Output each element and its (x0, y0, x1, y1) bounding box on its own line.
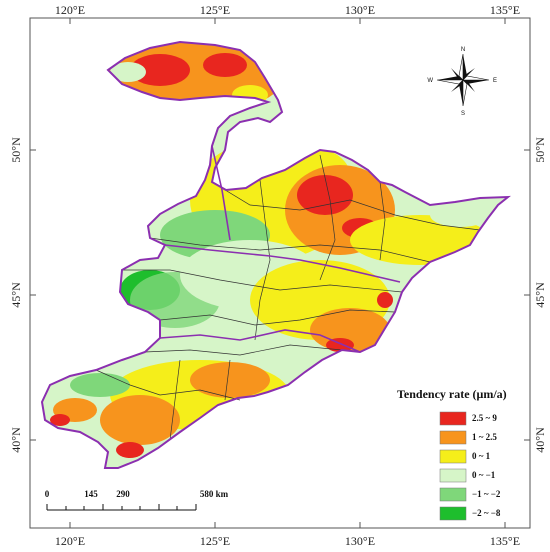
zone-north-yellow (232, 85, 268, 105)
boundary-line-1 (211, 181, 481, 231)
zone-liaoning-red-2 (116, 442, 144, 458)
boundary-line-11 (224, 359, 231, 401)
legend-swatch (439, 468, 467, 483)
province-line-west (211, 145, 231, 241)
map-frame (29, 17, 531, 529)
top-tick-120: 120°E (55, 3, 85, 17)
province-boundaries (159, 145, 401, 353)
legend-label: −2 ~ −8 (472, 508, 501, 518)
compass-e: E (493, 78, 497, 84)
right-tick-50: 50°N (533, 137, 547, 163)
legend-label: 2.5 ~ 9 (472, 413, 497, 423)
compass-w: W (427, 78, 433, 84)
compass-rose-icon: N S E W (427, 47, 497, 117)
scale-label-145: 145 (84, 489, 98, 499)
zone-liaoning-green (70, 373, 130, 397)
tick-marks (30, 18, 530, 528)
legend-label: 0 ~ 1 (472, 451, 491, 461)
left-tick-45: 45°N (9, 282, 23, 308)
province-line-hlj-jilin (164, 244, 401, 283)
bottom-tick-120: 120°E (55, 534, 85, 548)
boundary-line-3 (122, 269, 403, 293)
legend-label: −1 ~ −2 (472, 489, 501, 499)
right-tick-40: 40°N (533, 427, 547, 453)
zone-jilin-red-2 (377, 292, 393, 308)
boundary-line-2 (149, 237, 431, 263)
scale-ticks (46, 504, 197, 510)
legend: Tendency rate (μm/a) 2.5 ~ 9 1 ~ 2.5 0 ~ 1… (397, 387, 507, 521)
internal-boundaries (95, 154, 481, 441)
scale-label-0: 0 (45, 489, 50, 499)
boundary-line-6 (95, 369, 241, 401)
boundary-line-9 (379, 181, 386, 261)
top-tick-135: 135°E (490, 3, 520, 17)
right-tick-45: 45°N (533, 282, 547, 308)
legend-swatch (439, 411, 467, 426)
bottom-tick-125: 125°E (200, 534, 230, 548)
top-tick-125: 125°E (200, 3, 230, 17)
boundary-line-4 (159, 309, 396, 326)
legend-swatch (439, 487, 467, 502)
legend-swatch (439, 506, 467, 521)
scale-bar: 0 145 290 580 km (45, 489, 229, 511)
legend-label: 0 ~ −1 (472, 470, 496, 480)
boundary-line-5 (144, 344, 343, 356)
legend-swatch (439, 430, 467, 445)
zone-ne-red (297, 175, 353, 215)
legend-swatch (439, 449, 467, 464)
boundary-line-10 (169, 359, 181, 441)
legend-label: 1 ~ 2.5 (472, 432, 497, 442)
left-tick-50: 50°N (9, 137, 23, 163)
left-tick-40: 40°N (9, 427, 23, 453)
boundary-line-7 (254, 179, 271, 341)
legend-title: Tendency rate (μm/a) (397, 387, 507, 401)
top-tick-130: 130°E (345, 3, 375, 17)
province-line-jilin-liaoning (159, 329, 361, 353)
bottom-tick-135: 135°E (490, 534, 520, 548)
zone-liaoning-red (50, 414, 70, 426)
zone-liaoning-orange (190, 362, 270, 398)
zone-liaoning-orange-2 (100, 395, 180, 445)
zone-north-lightgreen (110, 62, 146, 82)
zone-north-red-2 (203, 53, 247, 77)
zone-north-red-1 (130, 54, 190, 86)
zone-jilin-red (326, 338, 354, 352)
scale-label-580: 580 km (200, 489, 229, 499)
scale-label-290: 290 (116, 489, 130, 499)
compass-n: N (461, 47, 465, 53)
zone-east-lightgreen (430, 203, 490, 227)
compass-s: S (461, 111, 465, 117)
region-outline (40, 40, 511, 469)
bottom-tick-130: 130°E (345, 534, 375, 548)
boundary-line-8 (319, 154, 336, 281)
